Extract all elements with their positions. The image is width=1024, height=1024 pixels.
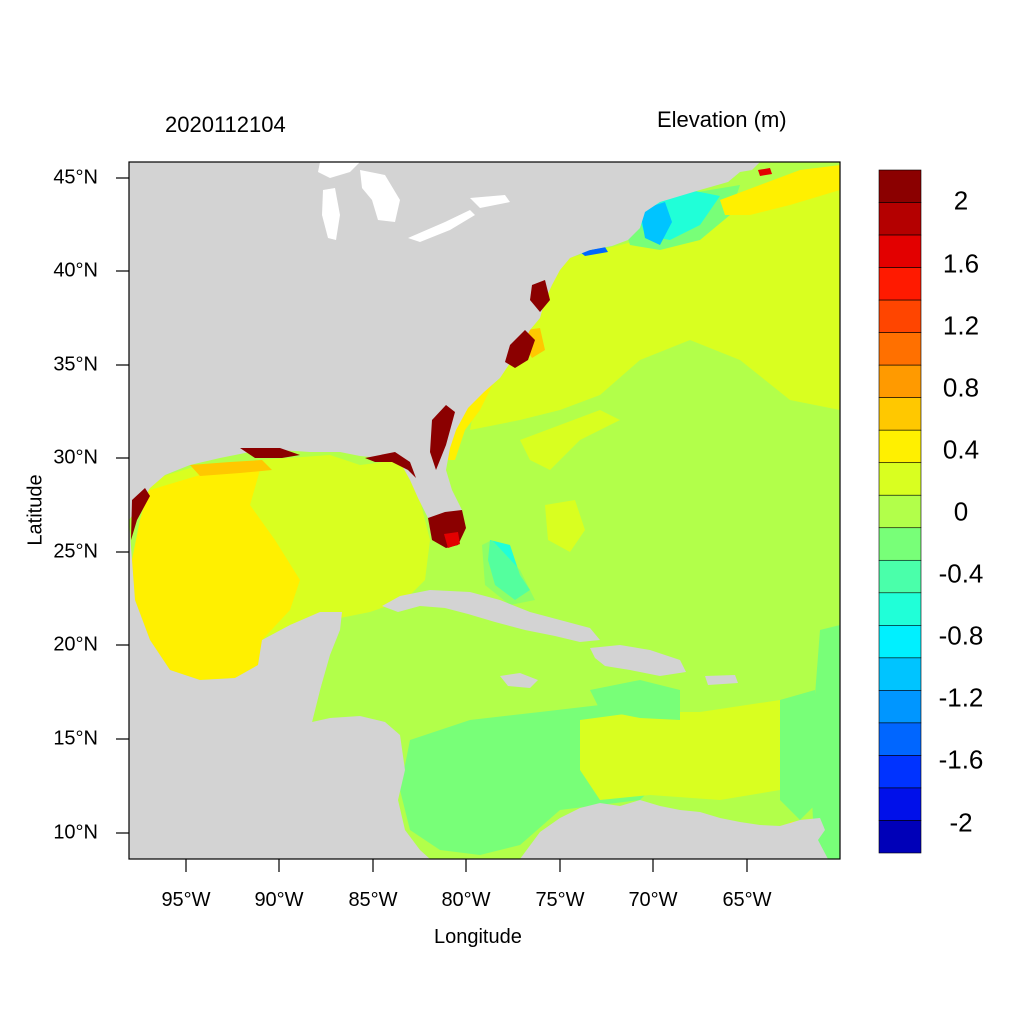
atlantic-swirl	[520, 410, 620, 470]
mexico-central-america-land	[129, 520, 430, 859]
colorbar-segment	[878, 397, 922, 431]
chesapeake-surge	[530, 280, 550, 312]
colorbar-label: 0.4	[942, 434, 980, 465]
x-tick-label: 80°W	[441, 889, 491, 911]
colorbar-segment	[878, 462, 922, 496]
georgia-coast-surge	[430, 405, 455, 470]
x-tick-label: 85°W	[348, 889, 398, 911]
colorbar-segment	[878, 657, 922, 691]
boston-negative-core	[640, 202, 672, 245]
hispaniola-land	[590, 645, 686, 676]
big-bend-surge	[365, 452, 416, 478]
colorbar-segment	[878, 690, 922, 724]
lake-michigan	[322, 188, 340, 240]
variable-title: Elevation (m)	[657, 107, 787, 132]
x-tick-label: 65°W	[722, 889, 772, 911]
y-tick-label: 45°N	[53, 166, 98, 189]
colorbar-label: 0	[953, 496, 969, 527]
atlantic-elevation-band	[470, 180, 840, 430]
southeast-coast-yellow	[445, 370, 500, 460]
north-america-land	[129, 162, 760, 545]
louisiana-coast-surge	[240, 448, 300, 458]
lesser-antilles-band	[780, 690, 820, 820]
x-tick-label: 90°W	[254, 889, 304, 911]
colorbar-segment	[878, 332, 922, 366]
yucatan-land	[290, 612, 342, 722]
colorbar-segment	[878, 527, 922, 561]
colorbar-segment	[878, 364, 922, 398]
colorbar-label: -0.8	[938, 620, 984, 651]
atlantic-eddy	[545, 500, 585, 552]
x-tick-label: 95°W	[161, 889, 211, 911]
caribbean-east-basin	[590, 680, 680, 720]
y-tick-label: 30°N	[53, 446, 98, 469]
axis-ticks	[116, 177, 748, 872]
lake-erie	[408, 210, 475, 242]
western-gulf-surge	[132, 470, 300, 680]
timestamp-title: 2020112104	[165, 112, 286, 137]
y-tick-label: 20°N	[53, 633, 98, 656]
colorbar	[878, 169, 922, 854]
northern-gulf-coast-surge	[190, 460, 272, 476]
cuba-land	[382, 590, 600, 642]
plot-frame	[128, 161, 841, 860]
y-tick-label: 15°N	[53, 727, 98, 750]
colorbar-label: -0.4	[938, 558, 984, 589]
colorbar-segment	[878, 820, 922, 854]
nova-scotia-positive	[720, 165, 840, 215]
florida-keys-surge-core	[444, 532, 460, 548]
colorbar-label: -1.6	[938, 744, 984, 775]
colorbar-segment	[878, 267, 922, 301]
colorbar-segment	[878, 494, 922, 529]
colorbar-segment	[878, 202, 922, 236]
south-america-land	[520, 800, 828, 859]
bahamas-zero-ring	[482, 540, 535, 605]
colorbar-segment	[878, 592, 922, 626]
texas-coast-surge	[131, 488, 150, 540]
colorbar-label: 0.8	[942, 372, 980, 403]
colorbar-label: -1.2	[938, 682, 984, 713]
x-tick-label: 70°W	[628, 889, 678, 911]
jamaica-land	[500, 673, 538, 688]
y-tick-label: 40°N	[53, 259, 98, 282]
y-axis-label: Latitude	[24, 474, 47, 546]
puerto-rico-land	[705, 675, 738, 685]
colorbar-segment	[878, 722, 922, 756]
lake-ontario	[470, 195, 510, 208]
x-tick-label: 75°W	[535, 889, 585, 911]
colorbar-label: -2	[949, 807, 973, 838]
map-plot-area	[129, 162, 840, 859]
y-tick-label: 35°N	[53, 353, 98, 376]
colorbar-segment	[878, 169, 922, 203]
colorbar-segment	[878, 299, 922, 333]
lake-huron	[360, 170, 400, 222]
y-tick-label: 10°N	[53, 821, 98, 844]
lake-superior	[318, 162, 360, 178]
long-island-negative	[580, 247, 608, 256]
colorbar-segment	[878, 787, 922, 821]
colorbar-segment	[878, 429, 922, 464]
bay-of-fundy-surge	[758, 168, 772, 176]
colorbar-segment	[878, 234, 922, 268]
colorbar-label: 1.2	[942, 310, 980, 341]
caribbean-central-band	[580, 700, 780, 800]
colorbar-segment	[878, 755, 922, 789]
carolina-coast-surge	[505, 330, 535, 368]
colorbar-label: 1.6	[942, 248, 980, 279]
colorbar-segment	[878, 625, 922, 659]
y-tick-label: 25°N	[53, 540, 98, 563]
x-axis-label: Longitude	[434, 926, 522, 948]
colorbar-label: 2	[953, 185, 969, 216]
colorbar-segment	[878, 559, 922, 594]
